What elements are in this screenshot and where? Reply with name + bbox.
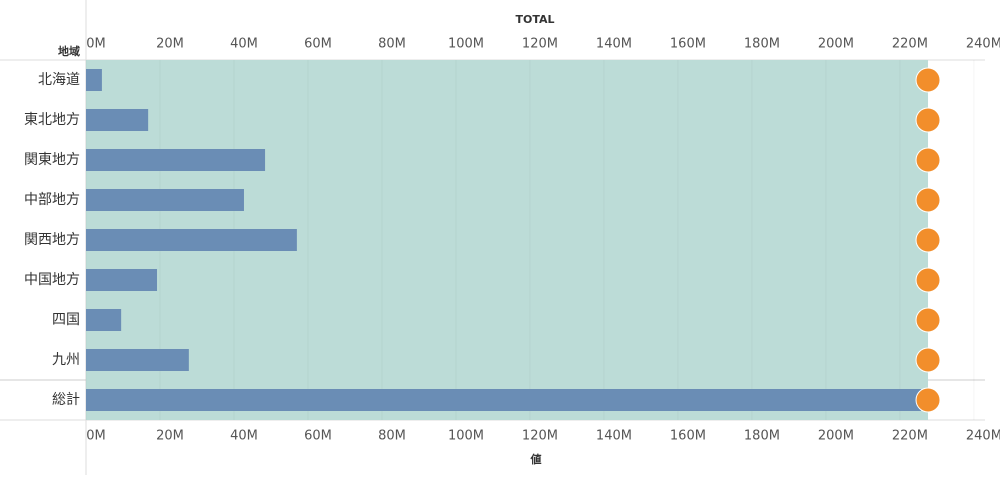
x-tick-label: 0M <box>86 37 106 52</box>
reference-marker <box>915 307 941 333</box>
reference-marker <box>915 187 941 213</box>
x-tick-label: 40M <box>230 37 258 52</box>
x-tick-label: 20M <box>156 429 184 444</box>
x-tick-label: 180M <box>744 37 780 52</box>
x-tick-label: 20M <box>156 37 184 52</box>
bar <box>86 109 149 131</box>
bar <box>86 309 122 331</box>
reference-marker <box>915 387 941 413</box>
category-label: 北海道 <box>38 72 80 88</box>
x-tick-label: 220M <box>892 429 928 444</box>
reference-marker <box>915 347 941 373</box>
bar <box>86 149 266 171</box>
x-tick-label: 240M <box>966 37 1000 52</box>
reference-marker <box>915 267 941 293</box>
x-tick-label: 220M <box>892 37 928 52</box>
category-label: 九州 <box>52 352 80 368</box>
reference-marker <box>915 147 941 173</box>
x-title-top: TOTAL <box>515 13 554 26</box>
category-label: 中国地方 <box>24 272 80 288</box>
category-label: 関東地方 <box>24 152 80 168</box>
category-label: 総計 <box>52 392 80 408</box>
bar <box>86 269 158 291</box>
category-label: 中部地方 <box>24 192 80 208</box>
x-tick-label: 200M <box>818 37 854 52</box>
x-tick-label: 40M <box>230 429 258 444</box>
reference-marker <box>915 227 941 253</box>
category-label: 関西地方 <box>24 232 80 248</box>
bar <box>86 349 189 371</box>
x-tick-label: 0M <box>86 429 106 444</box>
x-tick-label: 180M <box>744 429 780 444</box>
bar <box>86 389 921 411</box>
x-title-bottom: 値 <box>530 452 542 466</box>
x-tick-label: 240M <box>966 429 1000 444</box>
x-tick-label: 140M <box>596 429 632 444</box>
row-header: 地域 <box>58 44 80 58</box>
bar <box>86 189 244 211</box>
x-tick-label: 140M <box>596 37 632 52</box>
x-tick-label: 80M <box>378 37 406 52</box>
x-tick-label: 200M <box>818 429 854 444</box>
reference-marker <box>915 67 941 93</box>
category-label: 東北地方 <box>24 112 80 128</box>
bar <box>86 69 102 91</box>
x-tick-label: 60M <box>304 429 332 444</box>
x-tick-label: 100M <box>448 37 484 52</box>
reference-marker <box>915 107 941 133</box>
x-tick-label: 80M <box>378 429 406 444</box>
x-tick-label: 160M <box>670 429 706 444</box>
x-tick-label: 120M <box>522 37 558 52</box>
x-tick-label: 160M <box>670 37 706 52</box>
x-tick-label: 120M <box>522 429 558 444</box>
x-tick-label: 60M <box>304 37 332 52</box>
x-tick-label: 100M <box>448 429 484 444</box>
bar <box>86 229 297 251</box>
category-label: 四国 <box>52 312 80 328</box>
